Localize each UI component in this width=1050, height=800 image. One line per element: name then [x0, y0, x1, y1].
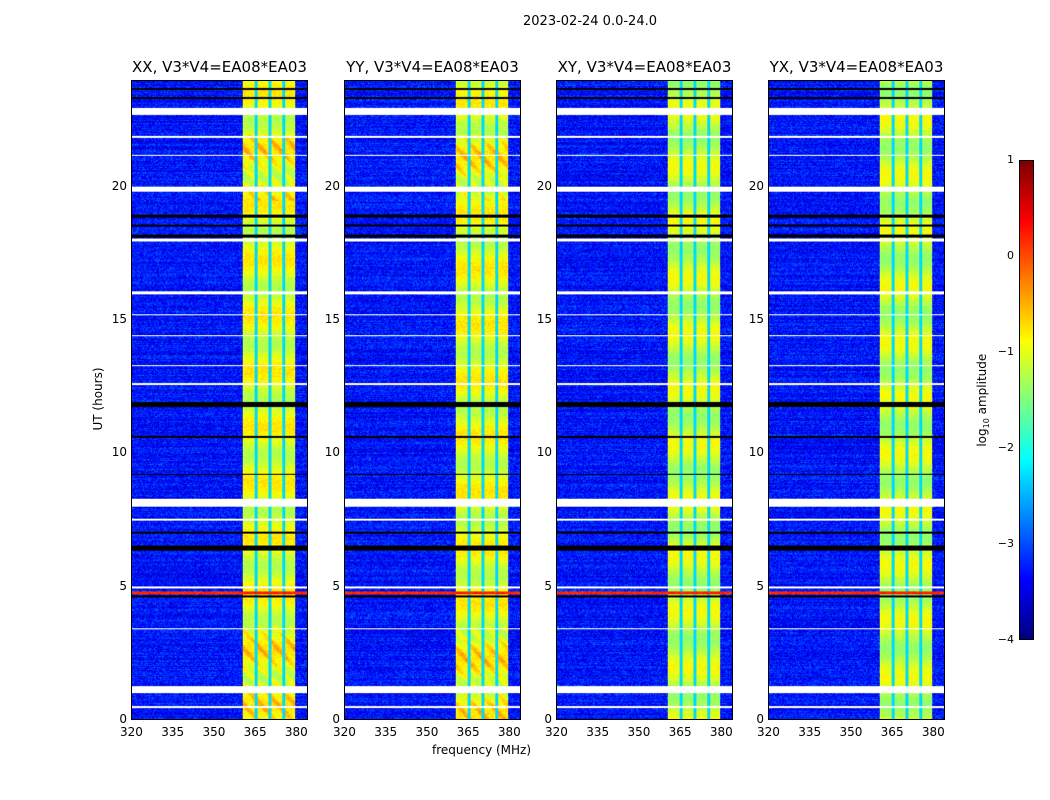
- x-tick-label: 350: [839, 725, 863, 739]
- colorbar-tick-label: −2: [997, 441, 1014, 454]
- x-tick-label: 350: [627, 725, 651, 739]
- x-tick-label: 335: [586, 725, 610, 739]
- y-tick-label: 20: [536, 178, 552, 193]
- colorbar-label-sub: 10: [982, 418, 992, 429]
- y-tick-label: 15: [111, 312, 127, 326]
- panel-title: YY, V3*V4=EA08*EA03: [346, 58, 519, 76]
- x-tick-label: 365: [880, 725, 904, 739]
- x-tick-label: 335: [161, 725, 185, 739]
- x-axis-label: frequency (MHz): [432, 743, 532, 757]
- x-tick-label: 365: [456, 725, 480, 739]
- x-tick-label: 350: [202, 725, 226, 739]
- panel-title: YX, V3*V4=EA08*EA03: [769, 58, 944, 76]
- colorbar-tick-label: 0: [1007, 249, 1014, 262]
- y-axis-label: UT (hours): [91, 367, 105, 431]
- x-tick-label: 380: [284, 725, 308, 739]
- waterfall-heatmap: [768, 80, 945, 720]
- y-tick-label: 0: [544, 712, 552, 726]
- y-tick-label: 0: [119, 712, 127, 726]
- y-tick-label: 15: [536, 312, 552, 326]
- panel-title: XY, V3*V4=EA08*EA03: [557, 58, 732, 76]
- y-tick-label: 0: [332, 712, 340, 726]
- colorbar-label: log10 amplitude: [975, 335, 991, 465]
- y-tick-label: 20: [324, 178, 340, 193]
- y-tick-label: 10: [748, 445, 764, 460]
- waterfall-heatmap: [131, 80, 308, 720]
- colorbar-label-main: log: [974, 428, 989, 447]
- y-tick-label: 0: [756, 712, 764, 726]
- x-tick-label: 380: [921, 725, 945, 739]
- x-tick-label: 320: [333, 725, 356, 739]
- y-tick-label: 5: [544, 578, 552, 593]
- panel-title: XX, V3*V4=EA08*EA03: [132, 58, 307, 76]
- colorbar-tick-label: −4: [997, 633, 1014, 646]
- y-tick-label: 20: [111, 178, 127, 193]
- colorbar-tick-label: −1: [997, 345, 1014, 358]
- y-tick-label: 10: [111, 445, 127, 460]
- colorbar: [1019, 160, 1034, 640]
- y-tick-label: 5: [332, 578, 340, 593]
- x-tick-label: 365: [243, 725, 267, 739]
- x-tick-label: 365: [668, 725, 692, 739]
- y-tick-label: 10: [324, 445, 340, 460]
- x-tick-label: 320: [757, 725, 780, 739]
- y-tick-label: 5: [119, 578, 127, 593]
- y-tick-label: 20: [748, 178, 764, 193]
- waterfall-heatmap: [556, 80, 733, 720]
- x-tick-label: 380: [497, 725, 521, 739]
- x-tick-label: 350: [415, 725, 439, 739]
- waterfall-heatmap: [344, 80, 521, 720]
- figure-title: 2023-02-24 0.0-24.0: [523, 14, 657, 29]
- x-tick-label: 380: [709, 725, 733, 739]
- y-tick-label: 15: [748, 312, 764, 326]
- colorbar-label-rest: amplitude: [974, 353, 989, 419]
- y-tick-label: 5: [756, 578, 764, 593]
- x-tick-label: 320: [545, 725, 568, 739]
- x-tick-label: 335: [374, 725, 398, 739]
- colorbar-tick-label: 1: [1007, 153, 1014, 166]
- colorbar-tick-label: −3: [997, 537, 1014, 550]
- x-tick-label: 320: [120, 725, 143, 739]
- y-tick-label: 10: [536, 445, 552, 460]
- y-tick-label: 15: [324, 312, 340, 326]
- x-tick-label: 335: [798, 725, 822, 739]
